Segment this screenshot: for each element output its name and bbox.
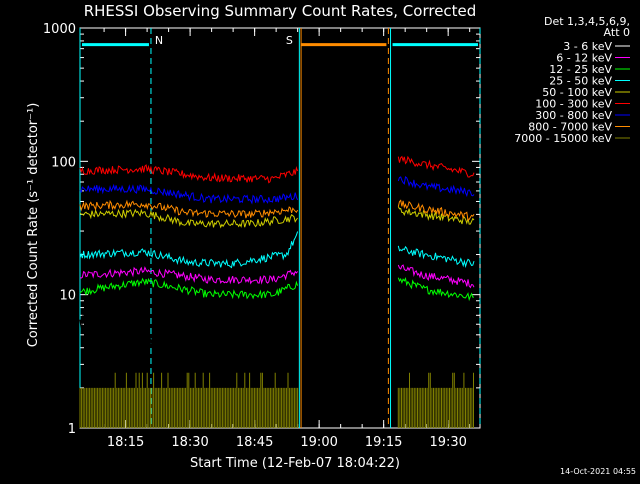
legend-label: 12 - 25 keV xyxy=(549,63,612,76)
legend-label: 6 - 12 keV xyxy=(556,52,612,65)
y-tick-label: 10 xyxy=(59,289,76,304)
series-line-8-seg2 xyxy=(397,372,474,428)
annotation-label: S xyxy=(286,34,293,47)
legend-label: 800 - 7000 keV xyxy=(528,121,612,134)
x-tick-label: 18:30 xyxy=(171,435,208,450)
x-tick-label: 19:15 xyxy=(365,435,402,450)
series-line-6-seg2 xyxy=(397,176,475,198)
y-tick-label: 1000 xyxy=(43,22,76,37)
legend-title-line1: Det 1,3,4,5,6,9, xyxy=(544,15,630,28)
series-line-0-seg2 xyxy=(397,261,475,349)
legend-label: 25 - 50 keV xyxy=(549,75,612,88)
x-tick-label: 18:45 xyxy=(236,435,273,450)
x-axis-label: Start Time (12-Feb-07 18:04:22) xyxy=(190,456,400,471)
series-line-7-seg2 xyxy=(397,199,475,222)
legend-label: 50 - 100 keV xyxy=(542,86,612,99)
timestamp: 14-Oct-2021 04:55 xyxy=(560,467,636,476)
series-line-5-seg1 xyxy=(79,164,299,184)
legend-label: 7000 - 15000 keV xyxy=(514,132,612,145)
legend-label: 3 - 6 keV xyxy=(563,40,612,53)
chart-title: RHESSI Observing Summary Count Rates, Co… xyxy=(84,2,477,20)
series-line-4-seg1 xyxy=(79,208,298,229)
series-line-1-seg1 xyxy=(79,266,298,285)
plot-frame xyxy=(79,27,481,429)
series-line-0-seg1 xyxy=(79,309,299,355)
series-line-5-seg2 xyxy=(397,155,475,178)
series-line-6-seg1 xyxy=(79,183,299,205)
x-tick-label: 19:30 xyxy=(429,435,466,450)
series-line-3-seg1 xyxy=(79,231,299,269)
series-line-4-seg2 xyxy=(397,206,475,225)
legend-label: 100 - 300 keV xyxy=(535,98,612,111)
legend-label: 300 - 800 keV xyxy=(535,109,612,122)
x-tick-label: 19:00 xyxy=(300,435,337,450)
annotation-label: N xyxy=(155,34,163,47)
series-line-2-seg2 xyxy=(397,276,474,302)
y-tick-label: 100 xyxy=(51,155,76,170)
series-line-3-seg2 xyxy=(397,245,475,269)
y-tick-label: 1 xyxy=(68,422,76,437)
y-axis-label: Corrected Count Rate (s⁻¹ detector⁻¹) xyxy=(26,103,41,348)
series-line-8-seg1 xyxy=(79,372,299,428)
plot-layer: 1 10 100 1000 18:15 18:30 18:45 19:00 19:15 19:30… xyxy=(43,22,630,450)
x-tick-label: 18:15 xyxy=(107,435,144,450)
series-line-1-seg2 xyxy=(397,264,475,289)
series-line-7-seg1 xyxy=(79,199,299,219)
legend-title-line2: Att 0 xyxy=(604,26,630,39)
series-line-2-seg1 xyxy=(79,277,299,300)
